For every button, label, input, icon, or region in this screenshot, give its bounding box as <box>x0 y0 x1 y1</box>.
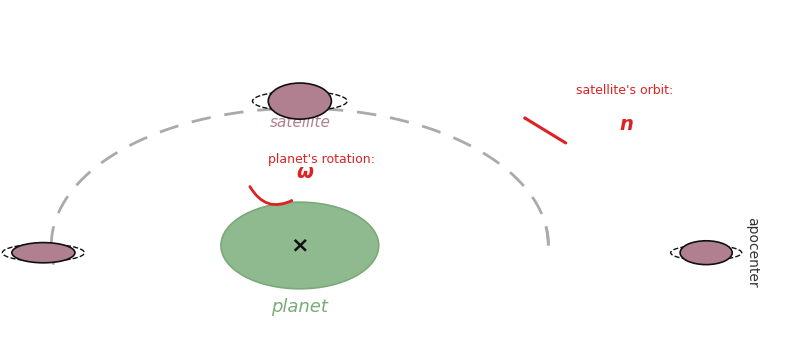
Ellipse shape <box>268 83 331 119</box>
Text: ω: ω <box>296 163 313 182</box>
Text: ×: × <box>290 235 309 256</box>
Ellipse shape <box>221 202 379 289</box>
Text: n: n <box>619 115 634 134</box>
Ellipse shape <box>680 241 732 265</box>
Text: satellite: satellite <box>269 114 331 130</box>
Text: planet's rotation:: planet's rotation: <box>268 153 375 166</box>
Text: satellite's orbit:: satellite's orbit: <box>576 84 673 97</box>
FancyArrowPatch shape <box>525 118 566 143</box>
Text: apocenter: apocenter <box>746 217 760 288</box>
FancyArrowPatch shape <box>250 187 292 205</box>
Text: planet: planet <box>271 298 328 316</box>
Ellipse shape <box>12 243 75 263</box>
